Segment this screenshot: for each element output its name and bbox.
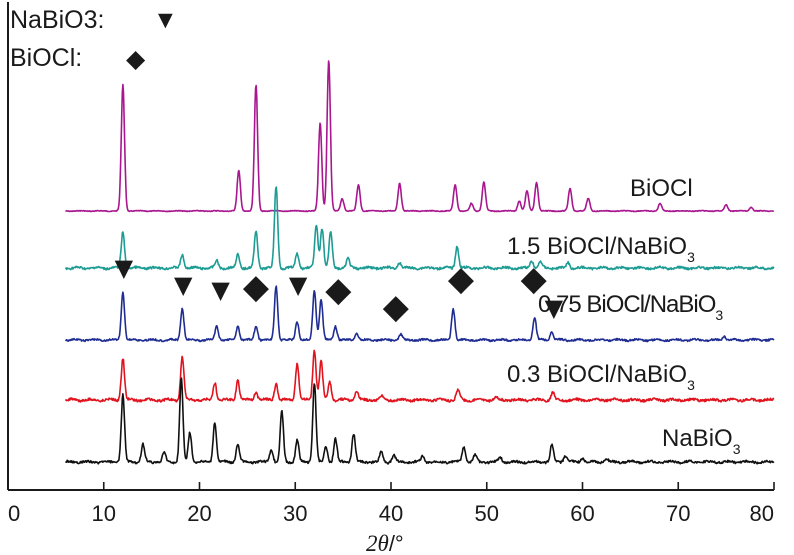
- series-label-biocl: BiOCl: [630, 175, 693, 202]
- x-tick-label: 60: [570, 501, 594, 526]
- legend-nabio3-label: NaBiO3:: [10, 6, 104, 34]
- series-label-nabio3: NaBiO3: [662, 425, 741, 457]
- series-line-nabio3: [65, 377, 775, 465]
- series-line-biocl: [65, 60, 774, 213]
- nabio3-triangle-marker: ▼: [545, 294, 564, 322]
- x-tick-label: 20: [187, 501, 211, 526]
- x-axis-title: 2θ/°: [366, 531, 404, 555]
- x-tick-label: 80: [750, 501, 774, 526]
- legend-biocl-marker: ◆: [126, 45, 146, 73]
- x-tick-label: 40: [379, 501, 403, 526]
- biocl-diamond-marker: ◆: [521, 259, 548, 299]
- series-traces: [64, 60, 775, 465]
- series-label-1-5-composite: 1.5 BiOCl/NaBiO3: [507, 233, 695, 265]
- series-line-1-5-composite: [64, 186, 775, 271]
- x-tick-label: 10: [92, 501, 116, 526]
- series-line-0-75-composite: [64, 285, 775, 343]
- nabio3-triangle-marker: ▼: [289, 271, 308, 299]
- biocl-diamond-marker: ◆: [325, 270, 352, 310]
- phase-markers: ▼▼ ▼ ◆ ▼ ◆ ◆◆ ◆▼: [115, 254, 564, 327]
- series-line-0-3-composite: [64, 349, 775, 403]
- biocl-diamond-marker: ◆: [383, 287, 410, 327]
- series-label-0-75-composite: 0.75 BiOCl/NaBiO3: [538, 291, 723, 323]
- x-tick-label: 0: [8, 501, 20, 526]
- nabio3-triangle-marker: ▼: [211, 276, 230, 304]
- legend-biocl-label: BiOCl:: [10, 44, 82, 72]
- x-axis-ticks: 0 10 20 30 40 50 60 70 80: [7, 482, 775, 526]
- nabio3-triangle-marker: ▼: [174, 271, 193, 299]
- x-tick-label: 30: [283, 501, 307, 526]
- x-tick-label: 70: [666, 501, 690, 526]
- series-label-0-3-composite: 0.3 BiOCl/NaBiO3: [507, 361, 695, 393]
- legend-nabio3-marker: ▼: [153, 6, 178, 34]
- nabio3-triangle-marker: ▼: [115, 254, 134, 282]
- x-tick-label: 50: [475, 501, 499, 526]
- biocl-diamond-marker: ◆: [448, 259, 475, 299]
- biocl-diamond-marker: ◆: [243, 267, 270, 307]
